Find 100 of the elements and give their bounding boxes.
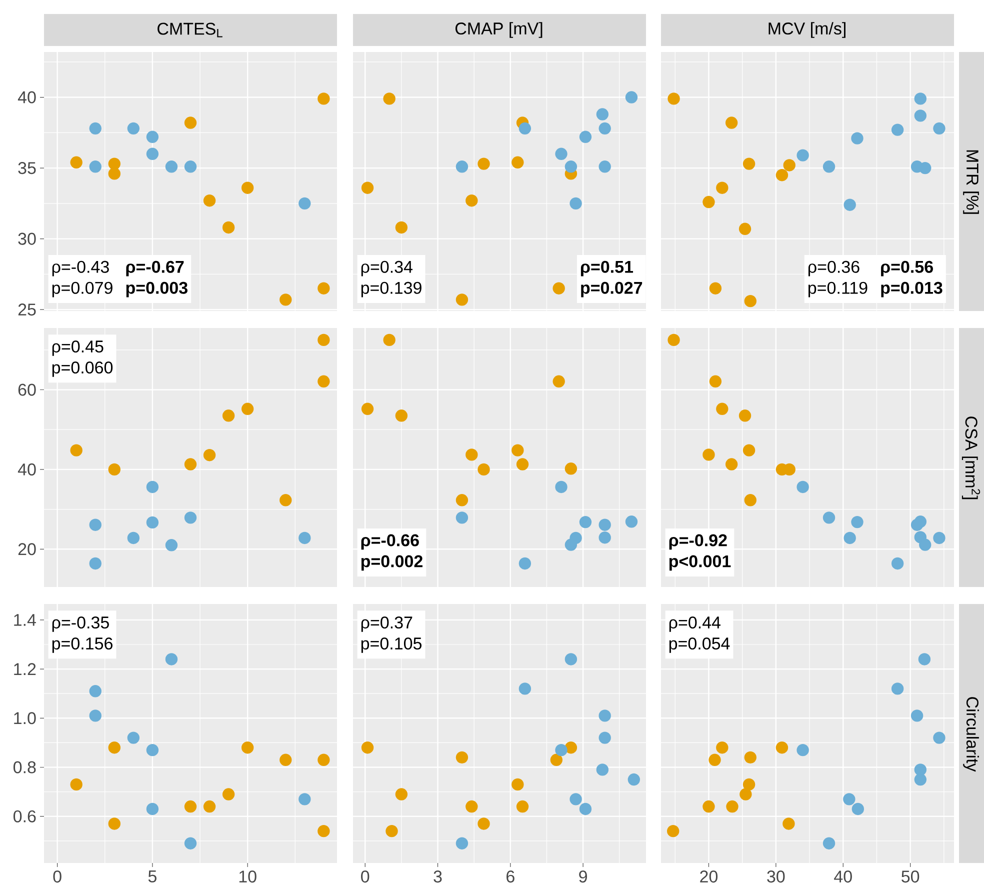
point: [298, 197, 311, 210]
point: [910, 710, 924, 722]
point: [709, 375, 722, 388]
x-tick-label: 5: [148, 870, 156, 882]
point: [844, 198, 856, 211]
point: [518, 122, 532, 135]
point: [318, 375, 330, 388]
point: [466, 194, 478, 207]
x-tick-label: 50: [902, 870, 920, 883]
point: [564, 462, 578, 475]
point: [516, 458, 529, 470]
annotation: ρ=-0.35: [52, 616, 109, 632]
point: [466, 448, 478, 461]
point: [579, 516, 592, 528]
point: [738, 222, 752, 236]
point: [716, 182, 728, 194]
point: [914, 773, 927, 786]
point: [555, 148, 568, 160]
point: [702, 448, 715, 461]
point: [361, 182, 374, 194]
point: [776, 742, 788, 754]
y-tick-label: 35: [18, 162, 36, 174]
y-axis-title: MTR [%]: [963, 150, 979, 214]
y-tick-label: 1.0: [14, 712, 36, 724]
point: [667, 824, 680, 838]
y-tick-label: 1.2: [14, 663, 36, 675]
point: [512, 778, 524, 791]
point: [742, 158, 756, 170]
point: [127, 122, 140, 135]
point: [702, 196, 715, 208]
point: [726, 800, 738, 813]
point: [596, 108, 609, 120]
point: [516, 800, 529, 813]
point: [891, 124, 904, 136]
point: [550, 754, 563, 766]
x-tick-label: 20: [700, 870, 718, 883]
point: [203, 800, 216, 813]
point: [596, 764, 609, 776]
point: [796, 744, 809, 756]
point: [512, 444, 524, 456]
point: [383, 334, 396, 346]
point: [127, 532, 140, 544]
point: [456, 751, 468, 764]
point: [108, 463, 120, 476]
point: [933, 532, 946, 544]
point: [628, 773, 640, 786]
point: [241, 402, 254, 415]
annotation: p=0.003: [126, 282, 188, 298]
point: [108, 742, 120, 754]
point: [564, 160, 578, 173]
point: [146, 744, 159, 756]
point: [203, 194, 216, 207]
point: [146, 130, 159, 144]
point: [796, 480, 809, 494]
annotation: p<0.001: [669, 555, 731, 571]
x-tick-label: 30: [767, 870, 785, 883]
point: [891, 682, 904, 695]
point: [386, 824, 398, 838]
point: [127, 732, 140, 744]
x-tick-label: 10: [239, 870, 256, 883]
point: [70, 778, 82, 791]
point: [318, 334, 330, 346]
x-tick-label: 0: [361, 870, 370, 883]
point: [598, 160, 611, 173]
annotation: p=0.002: [361, 555, 422, 571]
point: [184, 458, 197, 470]
y-tick-label: 30: [18, 232, 36, 245]
y-tick-label: 40: [18, 463, 36, 476]
point: [919, 538, 932, 551]
point: [564, 653, 578, 666]
chart-title: CMTES$_{L}$: [158, 22, 222, 38]
point: [564, 538, 578, 551]
point: [146, 148, 159, 160]
annotation: p=0.105: [361, 637, 422, 653]
point: [742, 778, 756, 791]
annotation: p=0.060: [52, 362, 113, 377]
annotation: ρ=-0.66: [361, 534, 419, 550]
point: [598, 710, 611, 722]
point: [851, 516, 864, 528]
point: [796, 149, 809, 162]
point: [512, 156, 524, 168]
point: [570, 197, 582, 210]
point: [851, 132, 864, 144]
point: [744, 294, 756, 308]
point: [361, 742, 374, 754]
point: [716, 402, 728, 415]
point: [146, 802, 159, 816]
point: [555, 480, 568, 494]
y-tick-label: 0.6: [13, 810, 36, 822]
y-tick-label: 60: [18, 384, 36, 396]
point: [918, 653, 931, 666]
point: [383, 92, 396, 105]
point: [579, 802, 592, 816]
point: [146, 480, 159, 494]
point: [146, 516, 159, 529]
x-tick-label: 40: [834, 870, 852, 883]
point: [518, 557, 532, 570]
point: [108, 818, 120, 830]
point: [822, 837, 836, 850]
x-tick-label: 3: [434, 870, 442, 883]
